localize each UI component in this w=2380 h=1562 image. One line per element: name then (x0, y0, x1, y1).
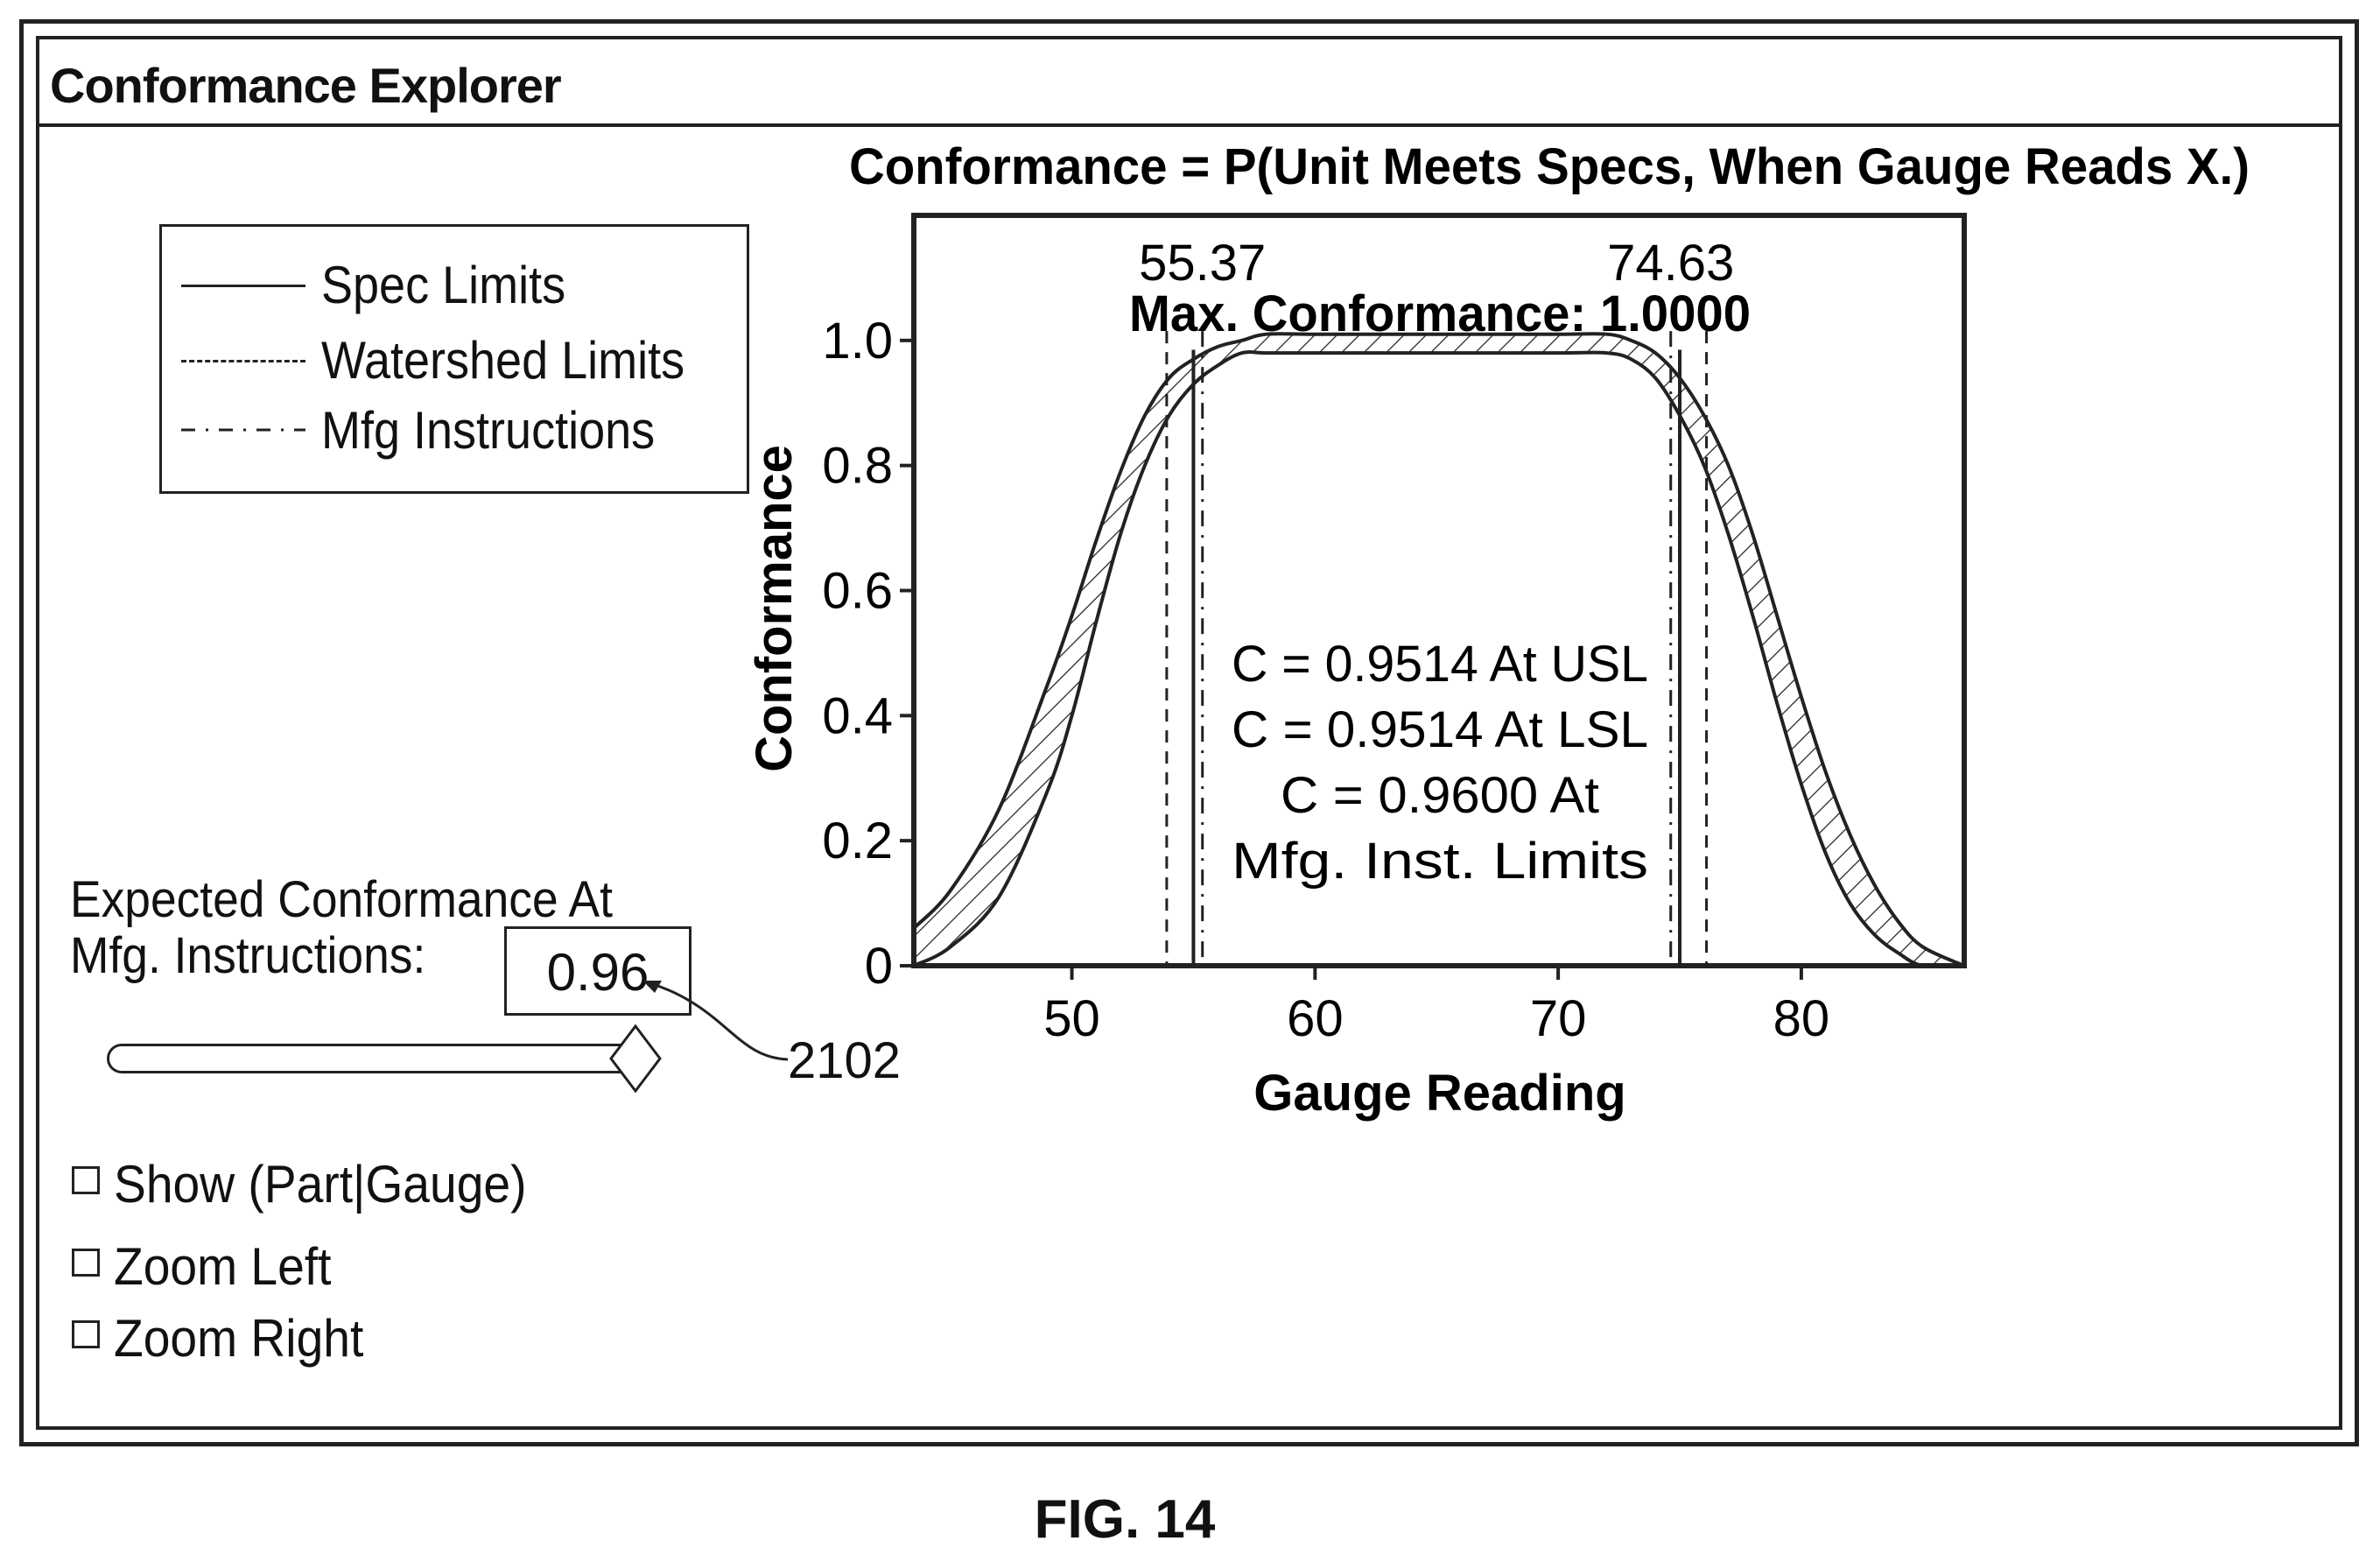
mfg-limit-value-label: 74.63 (1607, 235, 1734, 292)
conformance-band-group (914, 332, 1964, 966)
zoom-left-checkbox[interactable]: Zoom Left (72, 1236, 350, 1298)
legend-label: Mfg Instructions (321, 401, 656, 460)
title-bar: Conformance Explorer (39, 39, 2339, 127)
expected-conformance-label: Expected Conformance At (70, 871, 613, 928)
expected-conformance-value-field[interactable]: 0.96 (504, 926, 692, 1016)
checkbox-label: Zoom Left (114, 1237, 332, 1296)
conformance-annotation-line: C = 0.9514 At USL (1232, 636, 1648, 693)
checkbox-square[interactable] (72, 1319, 100, 1348)
window-frame: Conformance Explorer (36, 36, 2342, 1430)
conformance-annotation-line: C = 0.9514 At LSL (1232, 701, 1648, 758)
legend-item-watershed-limits: Watershed Limits (181, 323, 733, 393)
checkbox-label: Show (Part|Gauge) (114, 1155, 527, 1214)
dashed-line-icon (181, 360, 305, 362)
x-tick-label: 80 (1773, 990, 1830, 1047)
y-axis-label: Conformance (746, 445, 803, 772)
conformance-explorer-window: Conformance Explorer (19, 19, 2359, 1446)
conformance-annotation-line: C = 0.9600 At (1281, 767, 1599, 824)
y-tick-label: 0.2 (822, 813, 893, 869)
y-tick-label: 0.6 (822, 563, 893, 620)
max-conformance-label: Max. Conformance: 1.0000 (1129, 285, 1751, 342)
conformance-upper-curve (914, 332, 1964, 966)
mfg-instructions-label: Mfg. Instructions: (70, 927, 426, 984)
slider-thumb-diamond[interactable] (609, 1024, 662, 1093)
conformance-slider-track[interactable] (107, 1044, 641, 1073)
window-title: Conformance Explorer (50, 58, 562, 113)
plot-frame (911, 213, 1967, 968)
reference-number: 2102 (788, 1032, 902, 1089)
x-axis-label: Gauge Reading (1253, 1065, 1625, 1122)
legend-box: Spec Limits Watershed Limits Mfg Instruc… (159, 224, 749, 494)
legend-item-mfg-instructions: Mfg Instructions (181, 393, 733, 463)
checkbox-label: Zoom Right (114, 1309, 364, 1368)
checkbox-square[interactable] (72, 1248, 100, 1277)
legend-label: Spec Limits (321, 256, 566, 314)
y-tick-label: 0.4 (822, 687, 893, 744)
x-tick-label: 60 (1287, 990, 1344, 1047)
chart-title: Conformance = P(Unit Meets Specs, When G… (849, 138, 2250, 195)
figure-caption: FIG. 14 (1034, 1489, 1216, 1550)
conformance-band-hatched-area (914, 334, 1964, 966)
x-tick-label: 70 (1530, 990, 1587, 1047)
solid-line-icon (181, 285, 305, 287)
conformance-annotation-line: Mfg. Inst. Limits (1232, 833, 1648, 890)
conformance-lower-curve (914, 350, 1964, 966)
legend-item-spec-limits: Spec Limits (181, 248, 733, 318)
dash-dot-line-icon (181, 428, 305, 432)
y-tick-label: 0.8 (822, 438, 893, 495)
mfg-limit-value-label: 55.37 (1139, 235, 1266, 292)
reference-leader-arrow (642, 981, 789, 1061)
conformance-chart: Conformance = P(Unit Meets Specs, When G… (746, 138, 2250, 1122)
legend-label: Watershed Limits (321, 331, 685, 390)
x-tick-label: 50 (1043, 990, 1100, 1047)
y-tick-label: 1.0 (822, 313, 893, 369)
checkbox-square[interactable] (72, 1165, 100, 1194)
y-tick-label: 0 (865, 938, 893, 995)
zoom-right-checkbox[interactable]: Zoom Right (72, 1308, 385, 1369)
show-part-gauge-checkbox[interactable]: Show (Part|Gauge) (72, 1154, 563, 1215)
